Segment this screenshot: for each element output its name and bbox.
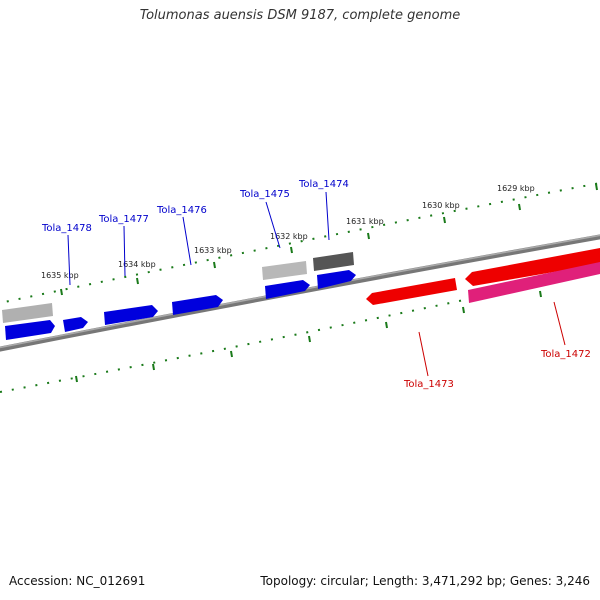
gene-arrow-reverse bbox=[366, 278, 457, 305]
gene-arrow-forward bbox=[5, 320, 55, 340]
inner-tick-ring bbox=[0, 270, 600, 393]
inner-major-ticks bbox=[75, 290, 542, 383]
tick-label: 1635 kbp bbox=[41, 271, 79, 280]
gene-arrow-forward bbox=[104, 305, 158, 325]
tick-label: 1634 kbp bbox=[118, 260, 156, 269]
gene-label-tola-1476: Tola_1476 bbox=[156, 205, 207, 216]
accession-text: Accession: NC_012691 bbox=[9, 574, 146, 588]
label-leaders-forward bbox=[67, 191, 330, 286]
gene-label-tola-1474: Tola_1474 bbox=[298, 179, 349, 190]
gene-label-tola-1475: Tola_1475 bbox=[239, 189, 290, 200]
gene-label-tola-1473: Tola_1473 bbox=[403, 379, 454, 390]
gene-arrow-forward bbox=[317, 270, 356, 289]
major-ticks bbox=[60, 183, 598, 296]
feature-block bbox=[313, 252, 354, 271]
forward-genes bbox=[5, 270, 356, 340]
genome-summary-text: Topology: circular; Length: 3,471,292 bp… bbox=[260, 574, 590, 588]
tick-label: 1632 kbp bbox=[270, 232, 308, 241]
gene-arrow-forward bbox=[172, 295, 223, 315]
tick-label: 1630 kbp bbox=[422, 201, 460, 210]
map-title: Tolumonas auensis DSM 9187, complete gen… bbox=[139, 8, 461, 23]
gene-label-tola-1477: Tola_1477 bbox=[98, 214, 149, 225]
tick-label: 1631 kbp bbox=[346, 217, 384, 226]
gene-label-tola-1472: Tola_1472 bbox=[540, 349, 591, 360]
gene-arrow-reverse-alt bbox=[468, 262, 600, 303]
gene-arrow-forward bbox=[265, 280, 310, 299]
feature-block bbox=[2, 303, 53, 323]
feature-block bbox=[262, 261, 307, 280]
label-leaders-reverse bbox=[418, 301, 566, 377]
gene-arrow-forward bbox=[63, 317, 88, 332]
tick-label: 1629 kbp bbox=[497, 184, 535, 193]
gene-label-tola-1478: Tola_1478 bbox=[41, 223, 92, 234]
tick-label: 1633 kbp bbox=[194, 246, 232, 255]
gene-arrow-reverse bbox=[465, 248, 600, 286]
